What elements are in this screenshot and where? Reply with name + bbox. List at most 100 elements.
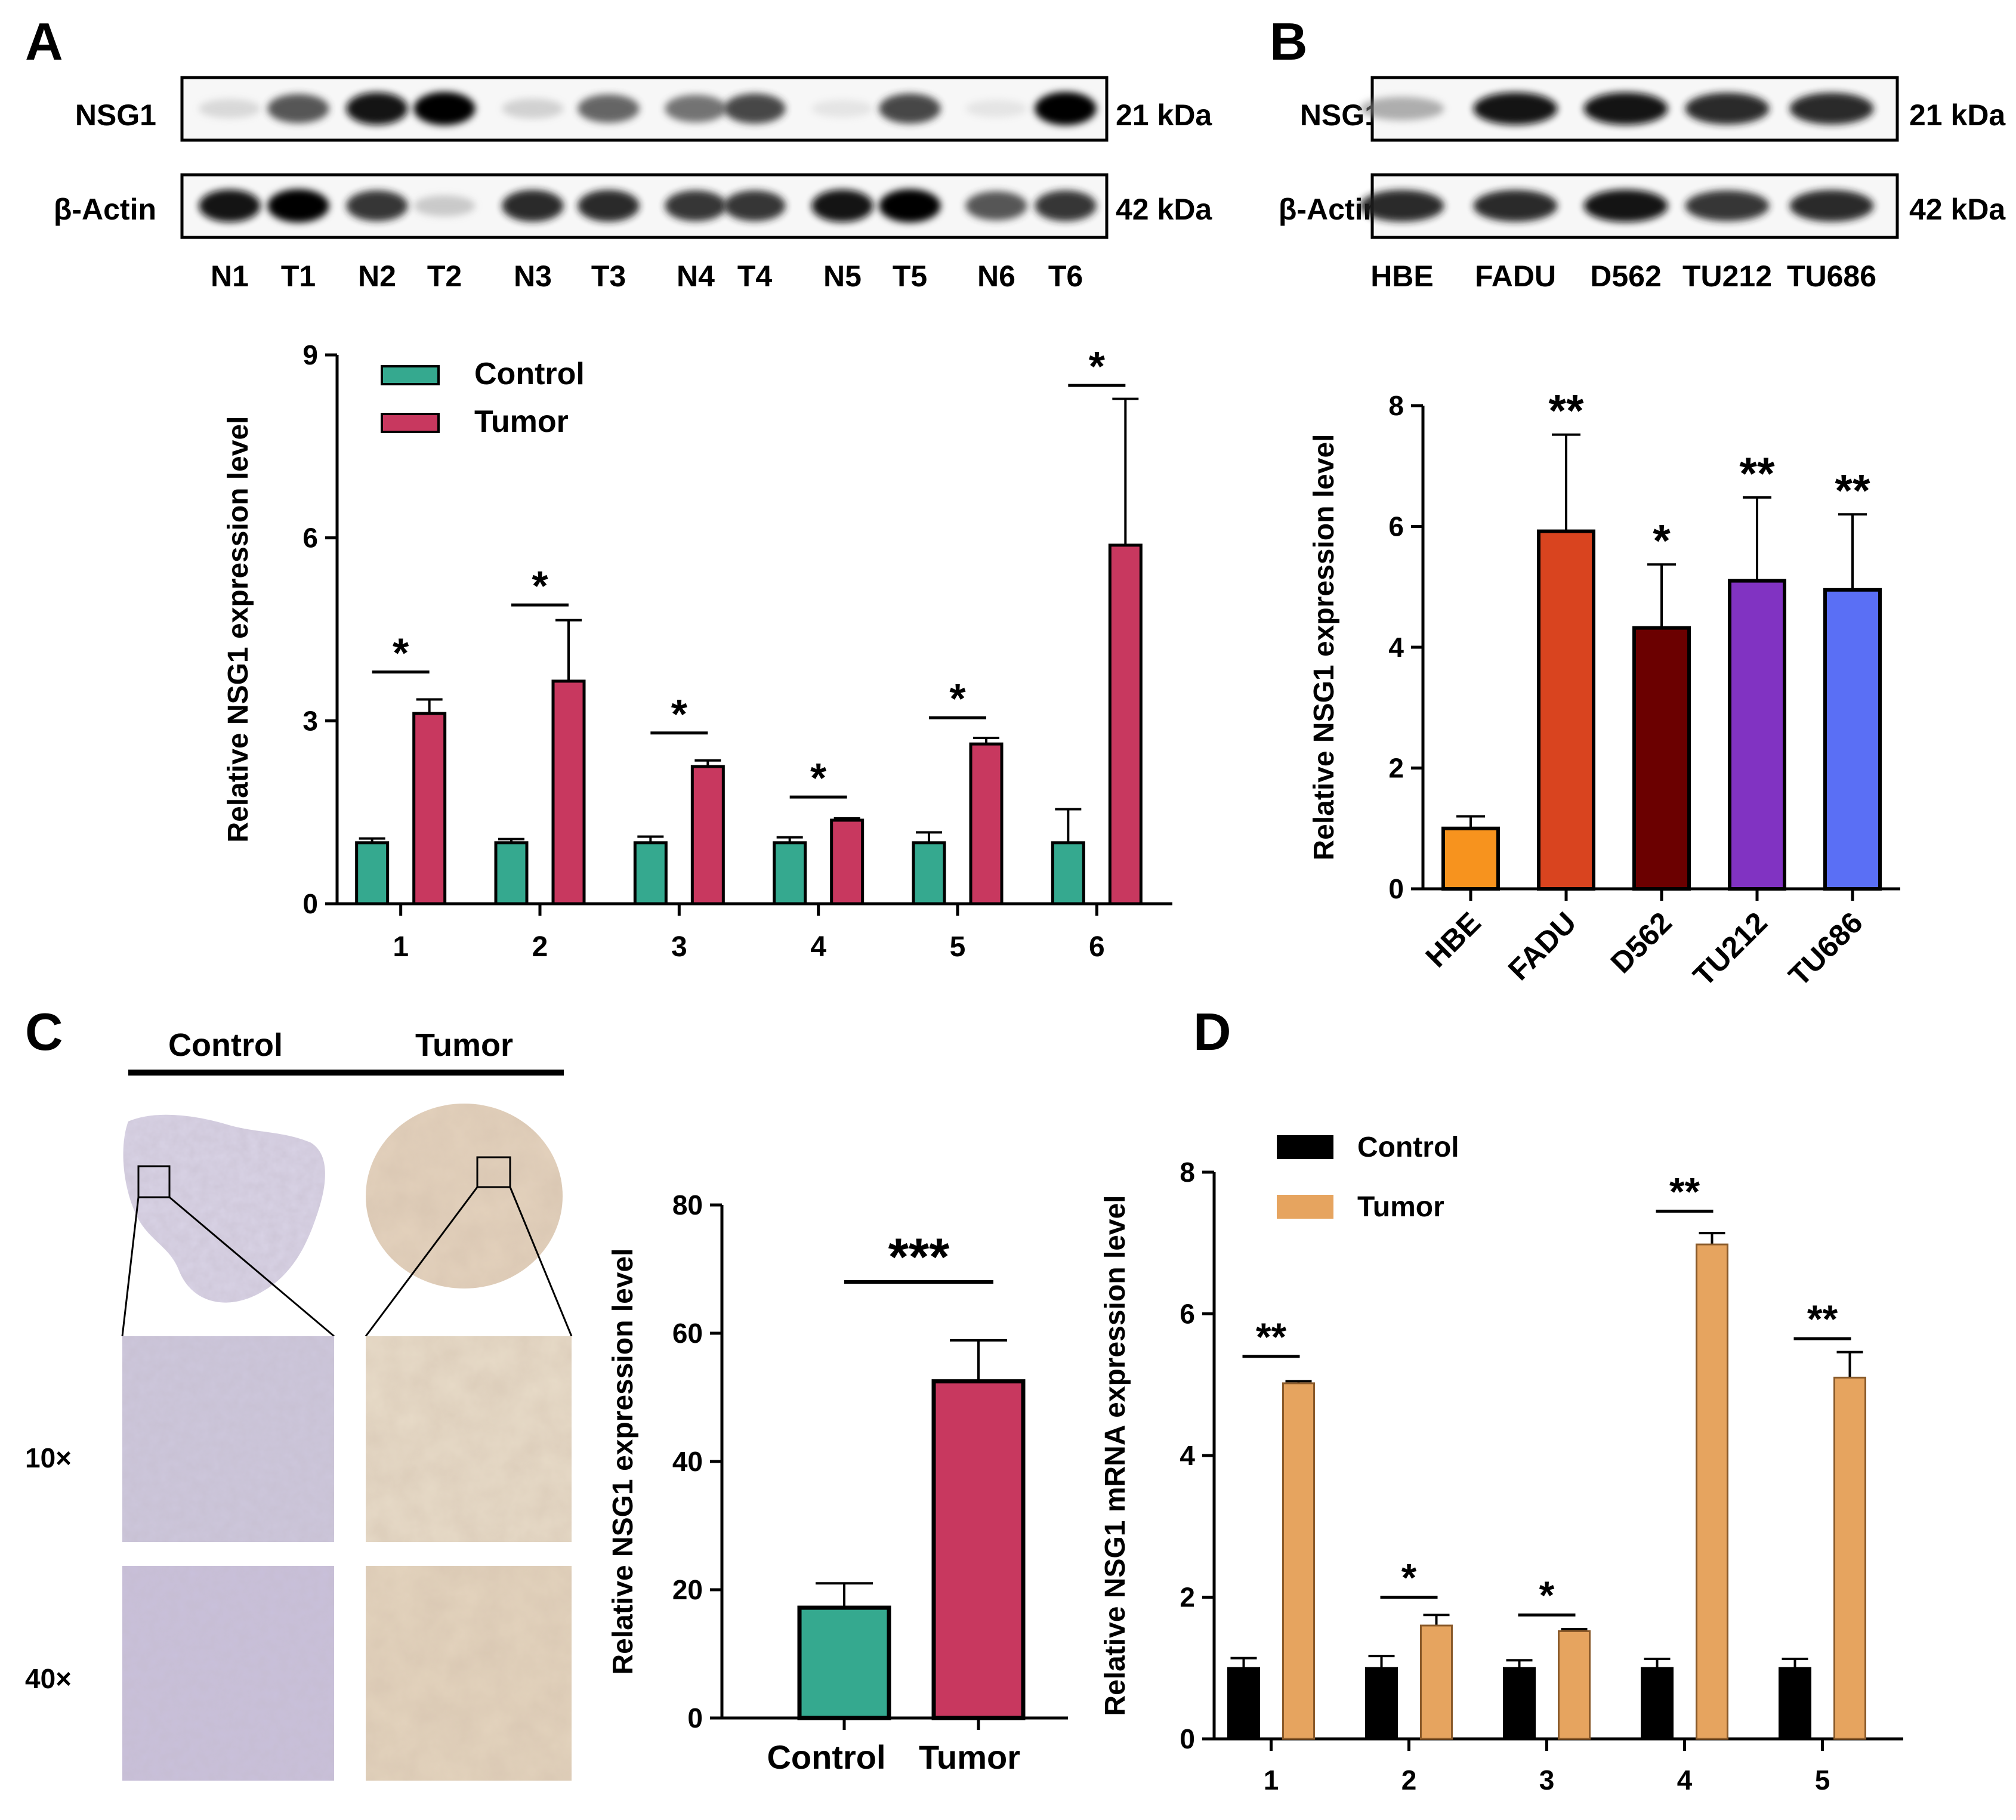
chart-a-bar-control-6 bbox=[1051, 841, 1085, 906]
chart-c-sig: *** bbox=[888, 1227, 950, 1286]
chart-b-bar-hbe bbox=[1441, 826, 1500, 891]
chart-d: 0 2 4 6 8 Relative NSG1 mRNA expression level… bbox=[1100, 1132, 1903, 1796]
panel-label-d: D bbox=[1193, 1002, 1231, 1061]
blot-b-band-nsg1-fadu bbox=[1473, 92, 1558, 125]
chart-d-y-axis-label: Relative NSG1 mRNA expression level bbox=[1100, 1195, 1131, 1716]
blot-b-lane-tu686: TU686 bbox=[1787, 259, 1876, 293]
chart-b-bar-tu686 bbox=[1823, 588, 1882, 891]
chart-a-bar-tumor-5 bbox=[969, 742, 1004, 906]
chart-d-sig-4: ** bbox=[1669, 1169, 1700, 1213]
blot-a-band-nsg1-t4 bbox=[724, 93, 786, 124]
blot-a-band-nsg1-n3 bbox=[502, 98, 564, 119]
chart-b-x-tick-label-tu686: TU686 bbox=[1782, 906, 1869, 993]
blot-b: NSG1 β-Actin 21 kDa 42 kDa HBE FADU D562 TU… bbox=[1279, 76, 2006, 293]
ihc-row-label-40x: 40× bbox=[25, 1663, 72, 1694]
blot-b-row-size-actin: 42 kDa bbox=[1909, 193, 2006, 226]
chart-c-bar-tumor bbox=[931, 1379, 1026, 1720]
chart-b-sig-d562: * bbox=[1653, 515, 1671, 566]
chart-d-x-tick-label-4: 4 bbox=[1677, 1765, 1693, 1796]
chart-d-bar-control-3 bbox=[1503, 1667, 1536, 1740]
blot-b-band-actin-fadu bbox=[1473, 190, 1558, 222]
blot-a-band-nsg1-n6 bbox=[965, 100, 1027, 118]
chart-b-y-axis-label: Relative NSG1 expression level bbox=[1308, 434, 1340, 860]
blot-a-lane-n5: N5 bbox=[823, 259, 862, 293]
chart-a-bar-control-3 bbox=[633, 841, 668, 906]
chart-d-bar-control-5 bbox=[1779, 1667, 1811, 1740]
chart-b-sig-fadu: ** bbox=[1548, 386, 1584, 437]
chart-d-sig-5: ** bbox=[1807, 1297, 1838, 1341]
chart-c-y-tick-label-20: 20 bbox=[672, 1574, 703, 1605]
blot-a-band-actin-n3 bbox=[502, 190, 564, 222]
blot-b-band-nsg1-d562 bbox=[1583, 92, 1668, 125]
chart-a-bar-control-4 bbox=[773, 841, 807, 906]
chart-a-x-tick-label-2: 2 bbox=[532, 931, 548, 963]
chart-d-bar-tumor-4 bbox=[1696, 1243, 1728, 1740]
blot-a-band-nsg1-t2 bbox=[413, 92, 476, 125]
chart-b-sig-tu686: ** bbox=[1835, 465, 1870, 516]
blot-b-band-actin-d562 bbox=[1583, 189, 1668, 223]
blot-a-row-name-nsg1: NSG1 bbox=[75, 98, 156, 132]
blot-a-band-nsg1-t1 bbox=[267, 94, 329, 123]
chart-d-legend-label-tumor: Tumor bbox=[1357, 1191, 1444, 1223]
chart-c-y-tick-label-60: 60 bbox=[672, 1318, 703, 1349]
blot-a-band-nsg1-t6 bbox=[1035, 92, 1097, 125]
chart-a-legend-label-tumor: Tumor bbox=[474, 404, 569, 439]
chart-b-x-tick-label-tu212: TU212 bbox=[1687, 906, 1774, 993]
blot-a-lane-n2: N2 bbox=[358, 259, 396, 293]
blot-a-row-name-actin: β-Actin bbox=[54, 193, 156, 226]
chart-a-sig-2: * bbox=[532, 563, 548, 609]
chart-a-y-axis-label: Relative NSG1 expression level bbox=[223, 416, 254, 842]
blot-a-lane-t4: T4 bbox=[737, 259, 773, 293]
chart-b-y-tick-label-6: 6 bbox=[1388, 511, 1404, 542]
chart-d-bar-tumor-2 bbox=[1420, 1624, 1453, 1740]
chart-a-y-tick-label-9: 9 bbox=[302, 339, 318, 370]
blot-b-band-actin-tu212 bbox=[1685, 190, 1770, 221]
chart-a-bar-tumor-4 bbox=[830, 818, 865, 906]
chart-a: 0 3 6 9 Relative NSG1 expression level 1 * 2 * 3 *… bbox=[223, 339, 1172, 963]
blot-a-lane-n3: N3 bbox=[514, 259, 552, 293]
blot-a-band-nsg1-t3 bbox=[578, 94, 640, 123]
blot-b-lane-d562: D562 bbox=[1590, 259, 1662, 293]
chart-d-x-tick-label-2: 2 bbox=[1401, 1765, 1417, 1796]
blot-a-band-nsg1-n1 bbox=[199, 98, 261, 119]
blot-a-band-actin-t4 bbox=[724, 190, 786, 221]
chart-a-y-tick-label-3: 3 bbox=[302, 705, 318, 736]
blot-b-lane-tu212: TU212 bbox=[1682, 259, 1772, 293]
chart-b-x-tick-label-d562: D562 bbox=[1604, 906, 1678, 979]
blot-a-lane-n6: N6 bbox=[977, 259, 1015, 293]
chart-c-x-tick-label-control: Control bbox=[767, 1738, 885, 1776]
blot-a-band-nsg1-n2 bbox=[346, 92, 408, 125]
chart-d-bar-control-4 bbox=[1641, 1667, 1674, 1740]
blot-a-band-actin-n5 bbox=[811, 189, 873, 223]
chart-a-x-tick-label-1: 1 bbox=[393, 931, 409, 963]
ihc-images: Control Tumor 10× 40× bbox=[25, 1027, 573, 1781]
chart-c-y-tick-label-0: 0 bbox=[687, 1702, 703, 1734]
chart-d-y-tick-label-2: 2 bbox=[1180, 1582, 1195, 1613]
blot-a-band-actin-n1 bbox=[199, 189, 261, 223]
chart-a-bar-tumor-2 bbox=[551, 679, 586, 906]
chart-b-x-tick-label-fadu: FADU bbox=[1502, 906, 1583, 987]
chart-b-bar-d562 bbox=[1632, 626, 1691, 891]
chart-a-sig-3: * bbox=[671, 691, 688, 737]
chart-a-legend-swatch-control bbox=[381, 365, 440, 385]
panel-label-b: B bbox=[1270, 12, 1308, 71]
blot-a-band-actin-n6 bbox=[965, 191, 1027, 221]
chart-d-bar-tumor-3 bbox=[1558, 1630, 1591, 1740]
chart-b-y-tick-label-8: 8 bbox=[1388, 390, 1404, 421]
blot-a-band-actin-t6 bbox=[1035, 190, 1097, 221]
blot-b-band-nsg1-tu212 bbox=[1685, 92, 1770, 125]
blot-a-band-nsg1-n5 bbox=[811, 100, 873, 118]
blot-a-lane-n1: N1 bbox=[211, 259, 249, 293]
blot-b-band-nsg1-tu686 bbox=[1789, 92, 1874, 125]
chart-d-x-tick-label-5: 5 bbox=[1815, 1765, 1830, 1796]
chart-d-bar-tumor-5 bbox=[1833, 1376, 1866, 1740]
blot-a-lane-t2: T2 bbox=[427, 259, 462, 293]
ihc-header-control: Control bbox=[168, 1027, 283, 1063]
chart-d-x-tick-label-1: 1 bbox=[1264, 1765, 1279, 1796]
ihc-row-label-10x: 10× bbox=[25, 1442, 72, 1473]
chart-a-sig-5: * bbox=[949, 675, 966, 722]
blot-a-row-size-nsg1: 21 kDa bbox=[1116, 98, 1212, 132]
chart-a-x-tick-label-5: 5 bbox=[950, 931, 966, 963]
chart-a-bar-tumor-6 bbox=[1108, 543, 1143, 906]
